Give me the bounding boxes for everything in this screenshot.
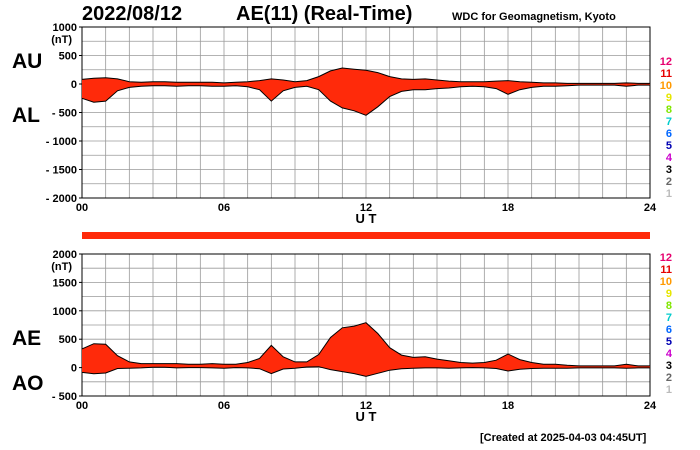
legend-level-11: 11	[660, 68, 672, 80]
legend-level-9: 9	[665, 288, 672, 300]
data-availability-bar	[82, 232, 650, 239]
legend-level-3: 3	[665, 164, 672, 176]
legend-level-9: 9	[665, 92, 672, 104]
chart-date: 2022/08/12	[82, 3, 183, 25]
level-legend-top: 12 11 10 9 8 7 6 5 4 3 2 1	[650, 56, 672, 200]
x-tick-label: 06	[218, 202, 230, 214]
y-tick-label: - 1000	[46, 136, 77, 148]
x-tick-label: 00	[76, 400, 88, 412]
legend-level-12: 12	[659, 252, 672, 264]
panel-upper: 1000 500 0 - 500 - 1000 - 1500 - 2000 (nT) 00 06 1…	[46, 22, 657, 226]
credit-text: WDC for Geomagnetism, Kyoto	[452, 11, 616, 23]
y-tick-label: 1000	[53, 22, 77, 34]
x-tick-label: 12	[360, 202, 372, 214]
y-tick-label: - 500	[52, 391, 77, 403]
legend-level-6: 6	[665, 128, 672, 140]
y-tick-label: 0	[71, 363, 77, 375]
y-tick-label: 0	[71, 79, 77, 91]
y-unit-label: (nT)	[51, 34, 72, 46]
series-line-ae	[81, 322, 650, 367]
x-tick-label: 00	[76, 202, 88, 214]
y-tick-label: 2000	[53, 249, 77, 261]
x-tick-label: 06	[218, 400, 230, 412]
legend-level-1: 1	[665, 384, 672, 396]
legend-level-2: 2	[665, 176, 672, 188]
legend-level-8: 8	[665, 300, 672, 312]
legend-level-3: 3	[665, 360, 672, 372]
x-tick-label: 18	[502, 400, 514, 412]
legend-level-10: 10	[659, 276, 672, 288]
plot-frame	[81, 253, 651, 397]
legend-level-12: 12	[659, 56, 672, 68]
au-label: AU	[12, 50, 43, 73]
legend-level-7: 7	[665, 116, 672, 128]
ae-label: AE	[12, 327, 42, 350]
legend-level-11: 11	[660, 264, 672, 276]
al-label: AL	[12, 104, 40, 127]
y-tick-label: 500	[59, 334, 77, 346]
index-fill-area	[82, 68, 650, 116]
legend-level-1: 1	[665, 188, 672, 200]
x-axis-label: U T	[356, 211, 377, 226]
series-line-au	[81, 67, 650, 84]
created-timestamp: [Created at 2025-04-03 04:45UT]	[480, 432, 647, 444]
x-tick-label: 18	[502, 202, 514, 214]
y-tick-label: - 2000	[46, 193, 77, 205]
y-tick-label: - 500	[52, 108, 77, 120]
y-unit-label: (nT)	[51, 261, 72, 273]
legend-level-2: 2	[665, 372, 672, 384]
legend-level-7: 7	[665, 312, 672, 324]
y-tick-label: 500	[59, 51, 77, 63]
legend-level-4: 4	[665, 348, 672, 360]
legend-level-8: 8	[665, 104, 672, 116]
legend-level-5: 5	[665, 140, 672, 152]
chart-title: AE(11) (Real-Time)	[236, 3, 413, 25]
series-line-al	[81, 84, 650, 116]
legend-level-6: 6	[665, 324, 672, 336]
legend-level-5: 5	[665, 336, 672, 348]
level-legend-bottom: 12 11 10 9 8 7 6 5 4 3 2 1	[650, 252, 672, 396]
panel-lower: 2000 1500 1000 500 0 - 500 (nT) 00 06 12 18 24 U T	[51, 249, 657, 424]
y-tick-label: 1500	[53, 277, 77, 289]
ao-label: AO	[12, 372, 44, 395]
x-tick-label: 12	[360, 400, 372, 412]
legend-level-4: 4	[665, 152, 672, 164]
series-line-ao	[81, 366, 650, 377]
x-axis-label: U T	[356, 409, 377, 424]
x-tick-label: 24	[644, 202, 657, 214]
y-tick-label: 1000	[53, 306, 77, 318]
x-tick-label: 24	[644, 400, 657, 412]
legend-level-10: 10	[659, 80, 672, 92]
index-fill-area	[82, 322, 650, 377]
y-tick-label: - 1500	[46, 165, 77, 177]
